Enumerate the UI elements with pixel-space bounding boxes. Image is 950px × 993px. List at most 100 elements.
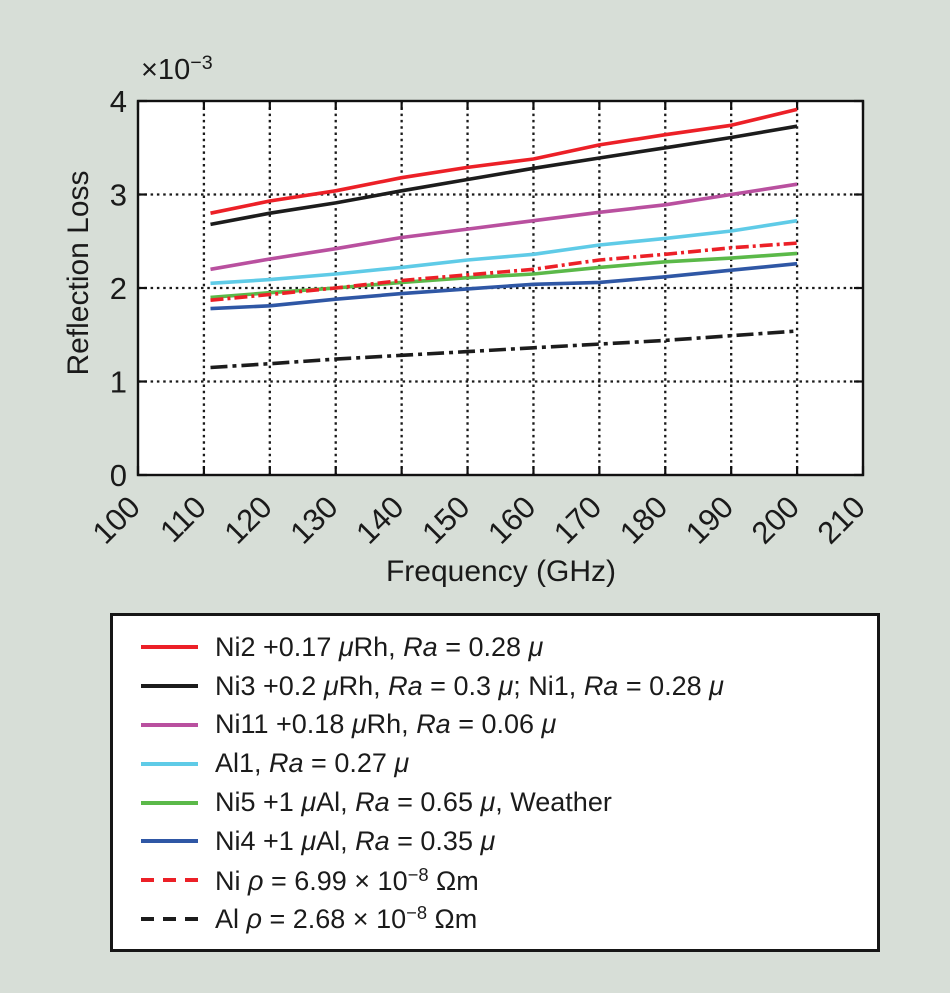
legend-label: Ni3 +0.2 μRh, Ra = 0.3 μ; Ni1, Ra = 0.28… [215, 671, 724, 702]
legend-label-text: Ni5 +1 [215, 787, 302, 818]
x-tick-label: 110 [153, 489, 213, 549]
series-line-3 [210, 218, 798, 286]
x-tick-label: 120 [217, 489, 278, 550]
legend-item: Ni2 +0.17 μRh, Ra = 0.28 μ [141, 628, 867, 667]
legend-label-text: = 6.99 × 10 [263, 865, 408, 896]
x-axis-label: Frequency (GHz) [385, 555, 617, 588]
x-tick-labels: 100 110 120 130 140 150 160 170 180 190 200 210 [86, 489, 872, 550]
series-line-0 [210, 107, 798, 215]
gridlines [138, 101, 863, 475]
legend-label-text: = 2.68 × 10 [261, 904, 407, 935]
legend-label-text: = 0.06 [450, 709, 542, 740]
legend-label-italic: Ra [388, 670, 423, 701]
legend-label-text: = 0.27 [303, 748, 395, 779]
legend-swatch-line [141, 645, 198, 650]
legend-label-text: Al, [316, 825, 356, 856]
legend-label-sup: −8 [406, 902, 428, 924]
legend-label: Ni ρ = 6.99 × 10−8 Ωm [215, 864, 479, 897]
legend: Ni2 +0.17 μRh, Ra = 0.28 μ Ni3 +0.2 μRh, … [110, 613, 880, 952]
legend-item: Ni4 +1 μAl, Ra = 0.35 μ [141, 822, 867, 861]
y-tick-label: 1 [110, 365, 127, 400]
legend-label-text: = 0.65 [389, 787, 481, 818]
legend-label-italic: μ [709, 670, 724, 701]
legend-label-italic: μ [528, 631, 544, 662]
legend-label: Ni4 +1 μAl, Ra = 0.35 μ [215, 826, 495, 857]
legend-label-italic: μ [323, 670, 339, 701]
legend-swatch-line [141, 916, 198, 921]
legend-label-italic: Ra [355, 825, 390, 856]
offset-exponent: −3 [190, 52, 213, 74]
series-lines [210, 107, 798, 370]
legend-rows: Ni2 +0.17 μRh, Ra = 0.28 μ Ni3 +0.2 μRh, … [141, 628, 867, 938]
legend-label: Ni2 +0.17 μRh, Ra = 0.28 μ [215, 632, 543, 663]
legend-label-italic: ρ [246, 904, 262, 935]
legend-label-italic: Ra [355, 787, 390, 818]
y-tick-label: 3 [110, 178, 127, 213]
legend-item: Al1, Ra = 0.27 μ [141, 744, 867, 783]
legend-item: Ni11 +0.18 μRh, Ra = 0.06 μ [141, 706, 867, 745]
x-tick-label: 130 [283, 489, 344, 550]
legend-label-text: Al [215, 904, 247, 935]
legend-label-italic: μ [301, 787, 317, 818]
legend-label-text: Ni [215, 865, 248, 896]
legend-label-text: Rh, [366, 709, 417, 740]
legend-label-italic: Ra [583, 670, 619, 701]
legend-swatch-line [141, 684, 198, 689]
legend-label-text: Ni3 +0.2 [215, 670, 324, 701]
legend-item: Ni ρ = 6.99 × 10−8 Ωm [141, 861, 867, 900]
series-line-5 [210, 261, 798, 311]
x-tick-label: 210 [811, 489, 872, 550]
legend-label-text: Ni4 +1 [215, 825, 302, 856]
legend-label-text: Rh, [353, 631, 404, 662]
legend-label-text: Ni11 +0.18 [215, 709, 352, 740]
legend-label-italic: μ [480, 787, 496, 818]
legend-label-text: = 0.3 [422, 670, 499, 701]
legend-label-text: Al, [316, 787, 356, 818]
legend-label-italic: μ [480, 825, 496, 856]
series-line-6 [210, 241, 798, 302]
legend-label-text: Ωm [427, 904, 478, 935]
legend-label-italic: μ [301, 825, 317, 856]
legend-swatch-line [141, 761, 198, 766]
legend-label: Al1, Ra = 0.27 μ [215, 748, 409, 779]
y-tick-label: 2 [110, 271, 127, 306]
legend-label-italic: Ra [269, 748, 304, 779]
legend-label-italic: μ [541, 709, 557, 740]
legend-label-italic: Ra [403, 631, 438, 662]
legend-label: Al ρ = 2.68 × 10−8 Ωm [215, 902, 477, 935]
legend-label-text: = 0.28 [437, 631, 529, 662]
legend-label-text: Ωm [428, 865, 479, 896]
x-tick-label: 140 [349, 489, 410, 550]
offset-base: ×10 [141, 53, 191, 86]
legend-swatch-line [141, 839, 198, 844]
legend-swatch-line [141, 878, 198, 883]
legend-item: Al ρ = 2.68 × 10−8 Ωm [141, 900, 867, 939]
legend-item: Ni5 +1 μAl, Ra = 0.65 μ, Weather [141, 783, 867, 822]
legend-label-italic: Ra [416, 709, 451, 740]
y-tick-label: 4 [110, 84, 127, 119]
legend-label-italic: μ [394, 748, 410, 779]
legend-label: Ni5 +1 μAl, Ra = 0.65 μ, Weather [215, 787, 612, 818]
x-tick-label: 190 [679, 489, 740, 550]
series-line-7 [210, 329, 798, 370]
y-tick-labels: 0 1 2 3 4 [110, 84, 127, 493]
y-tick-label: 0 [110, 458, 127, 493]
series-line-1 [210, 124, 798, 227]
legend-label-text: = 0.28 [618, 670, 710, 701]
legend-swatch-line [141, 800, 198, 805]
legend-item: Ni3 +0.2 μRh, Ra = 0.3 μ; Ni1, Ra = 0.28… [141, 667, 867, 706]
legend-label-text: ; Ni1, [513, 670, 584, 701]
legend-label-italic: μ [338, 631, 354, 662]
legend-label-text: Ni2 +0.17 [215, 631, 339, 662]
legend-label-text: = 0.35 [389, 825, 481, 856]
y-axis-label: Reflection Loss [62, 170, 95, 376]
legend-label-text: Rh, [338, 670, 389, 701]
x-tick-label: 200 [745, 489, 806, 550]
series-line-2 [210, 182, 798, 272]
series-line-4 [210, 251, 798, 300]
legend-label-sup: −8 [407, 863, 429, 885]
x-tick-label: 160 [481, 489, 542, 550]
legend-label-text: , Weather [495, 787, 612, 818]
